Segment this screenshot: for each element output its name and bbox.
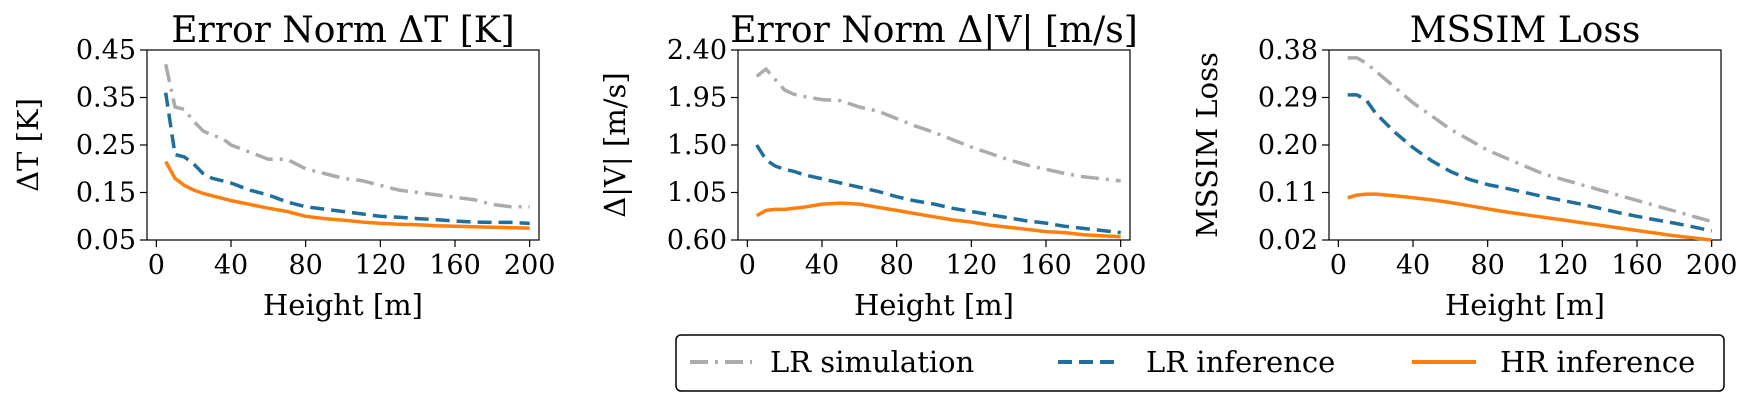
legend: LR simulation LR inference HR inference [675, 334, 1725, 392]
y-tick-label: 0.02 [1258, 225, 1318, 256]
x-tick-label: 160 [429, 250, 481, 281]
y-tick-label: 0.11 [1258, 178, 1318, 209]
x-tick-label: 0 [148, 250, 165, 281]
x-tick-label: 200 [1686, 250, 1738, 281]
legend-label-lr-simulation: LR simulation [770, 345, 974, 379]
y-tick-label: 0.45 [76, 35, 136, 66]
chart-panel-temperature-error: 0 40 80 120 160 200 0.05 0.15 0.25 0.35 0.45 Erro… [11, 10, 555, 322]
x-tick-label: 200 [1095, 250, 1147, 281]
y-axis-label: ΔT [K] [11, 98, 45, 192]
plot-area [1328, 49, 1722, 241]
chart-panel-velocity-error: 0 40 80 120 160 200 0.60 1.05 1.50 1.95 2.40 Erro… [598, 10, 1146, 322]
x-tick-label: 40 [1396, 250, 1430, 281]
series-line-hr-inference [1347, 192, 1712, 242]
x-axis-label: Height [m] [263, 288, 423, 322]
legend-box [675, 334, 1725, 392]
y-tick-label: 1.05 [667, 178, 727, 209]
y-tick-label: 0.38 [1258, 35, 1318, 66]
chart-title: Error Norm Δ|V| [m/s] [730, 10, 1138, 51]
legend-label-hr-inference: HR inference [1500, 345, 1695, 379]
x-tick-label: 80 [1470, 250, 1504, 281]
x-tick-label: 0 [1330, 250, 1347, 281]
series-line-hr-inference [164, 160, 530, 230]
x-tick-label: 160 [1020, 250, 1072, 281]
chart-title: MSSIM Loss [1410, 10, 1641, 51]
y-tick-label: 0.35 [76, 83, 136, 114]
x-axis-label: Height [m] [1445, 288, 1605, 322]
x-tick-label: 120 [946, 250, 998, 281]
x-tick-label: 80 [288, 250, 322, 281]
series-line-lr-inference [163, 92, 530, 226]
y-tick-label: 0.29 [1258, 83, 1318, 114]
x-tick-label: 200 [504, 250, 556, 281]
series-line-hr-inference [755, 201, 1121, 239]
plot-area [146, 49, 540, 241]
x-axis-label: Height [m] [854, 288, 1014, 322]
y-tick-label: 0.05 [76, 225, 136, 256]
chart-panel-mssim-loss: 0 40 80 120 160 200 0.02 0.11 0.20 0.29 0.38 MSSI… [1190, 10, 1737, 322]
y-tick-label: 0.60 [667, 225, 727, 256]
y-axis-label: Δ|V| [m/s] [598, 72, 632, 217]
x-tick-label: 0 [739, 250, 756, 281]
series-line-lr-inference [755, 144, 1121, 235]
series-line-lr-simulation [163, 63, 530, 209]
y-tick-label: 2.40 [667, 35, 727, 66]
y-tick-label: 1.50 [667, 130, 727, 161]
plot-area [737, 49, 1131, 241]
chart-title: Error Norm ΔT [K] [171, 10, 514, 51]
x-tick-label: 120 [355, 250, 407, 281]
x-tick-label: 40 [805, 250, 839, 281]
y-tick-label: 1.95 [667, 83, 727, 114]
y-tick-label: 0.15 [76, 178, 136, 209]
y-axis-label: MSSIM Loss [1190, 52, 1224, 238]
series-line-lr-simulation [755, 67, 1121, 183]
x-tick-label: 160 [1611, 250, 1663, 281]
x-tick-label: 40 [214, 250, 248, 281]
y-tick-label: 0.25 [76, 130, 136, 161]
x-tick-label: 120 [1537, 250, 1589, 281]
x-tick-label: 80 [879, 250, 913, 281]
y-tick-label: 0.20 [1258, 130, 1318, 161]
series-line-lr-simulation [1347, 56, 1713, 224]
legend-label-lr-inference: LR inference [1146, 345, 1335, 379]
series-line-lr-inference [1347, 93, 1713, 233]
